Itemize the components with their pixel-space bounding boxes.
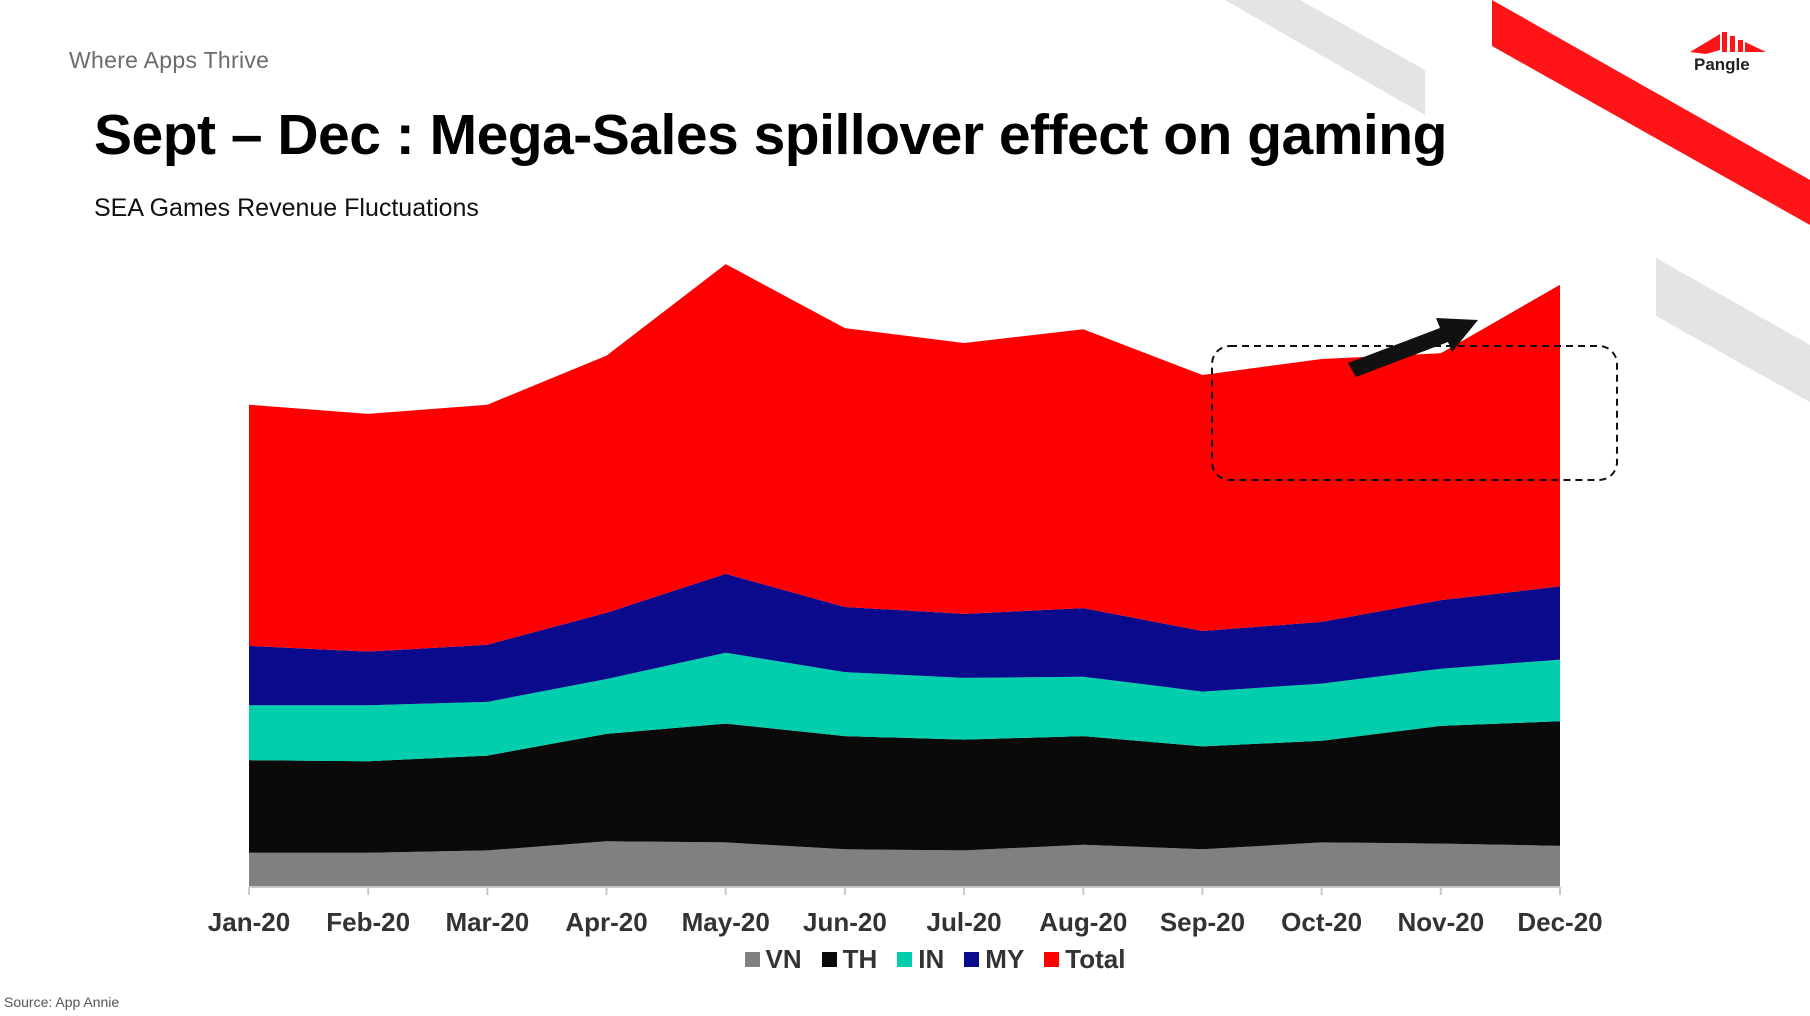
page-title: Sept – Dec : Mega-Sales spillover effect…: [94, 103, 1447, 167]
legend-label: TH: [842, 944, 878, 974]
x-tick-label: Aug-20: [1039, 907, 1127, 937]
legend-label: IN: [918, 944, 945, 974]
area-series-in: [249, 652, 1560, 762]
chart-subtitle: SEA Games Revenue Fluctuations: [94, 194, 479, 222]
legend-swatch: [964, 952, 980, 967]
legend-item-th: TH: [821, 944, 878, 975]
legend-label: VN: [765, 944, 802, 974]
area-series-th: [249, 721, 1560, 853]
area-series-vn: [249, 841, 1560, 887]
area-series-total: [249, 264, 1560, 652]
logo-text: Pangle: [1694, 55, 1750, 74]
legend-label: Total: [1065, 944, 1126, 974]
x-tick-label: May-20: [682, 907, 770, 937]
x-tick-label: Jun-20: [803, 907, 887, 937]
legend-item-in: IN: [897, 944, 944, 975]
pangle-logo-icon: [1690, 32, 1766, 54]
chart-legend: VN TH IN MY Total: [0, 944, 1810, 975]
x-tick-label: Sep-20: [1160, 907, 1245, 937]
legend-swatch: [821, 952, 837, 967]
legend-label: MY: [985, 944, 1025, 974]
legend-item-vn: VN: [744, 944, 802, 975]
legend-swatch: [897, 952, 913, 967]
legend-item-my: MY: [964, 944, 1024, 975]
x-tick-label: Jul-20: [927, 907, 1002, 937]
x-tick-label: Oct-20: [1281, 907, 1362, 937]
red-stripe: [1492, 0, 1810, 225]
gray-stripe-right: [1656, 258, 1810, 402]
x-tick-label: Apr-20: [565, 907, 647, 937]
legend-swatch: [744, 952, 760, 967]
legend-item-total: Total: [1044, 944, 1125, 975]
x-tick-label: Nov-20: [1397, 907, 1484, 937]
x-tick-label: Dec-20: [1517, 907, 1602, 937]
source-note: Source: App Annie: [4, 994, 120, 1010]
x-tick-label: Mar-20: [445, 907, 529, 937]
legend-swatch: [1044, 952, 1060, 967]
tagline: Where Apps Thrive: [69, 47, 270, 73]
gray-stripe-top: [1225, 0, 1425, 115]
x-tick-label: Feb-20: [326, 907, 410, 937]
trend-arrow-icon: [1348, 318, 1478, 377]
area-series-my: [249, 573, 1560, 706]
x-tick-label: Jan-20: [208, 907, 290, 937]
